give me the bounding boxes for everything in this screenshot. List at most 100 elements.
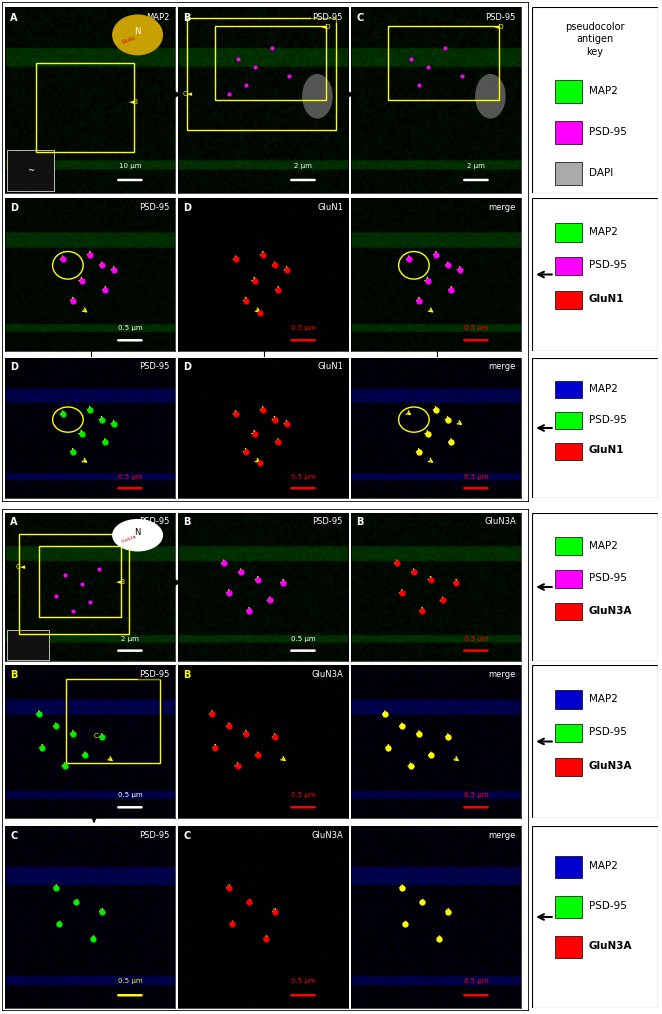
Text: A: A bbox=[10, 12, 18, 22]
Text: PSD-95: PSD-95 bbox=[312, 12, 343, 21]
Text: ◄B: ◄B bbox=[115, 579, 126, 585]
Bar bbox=[555, 757, 583, 776]
Text: MAP2: MAP2 bbox=[589, 384, 618, 393]
Text: PSD-95: PSD-95 bbox=[589, 573, 626, 583]
Text: N: N bbox=[134, 26, 141, 35]
Text: 2 μm: 2 μm bbox=[294, 163, 312, 168]
Text: PSD-95: PSD-95 bbox=[589, 415, 626, 425]
Text: MAP2: MAP2 bbox=[589, 694, 618, 704]
Text: merge: merge bbox=[489, 362, 516, 371]
Text: PSD-95: PSD-95 bbox=[312, 517, 343, 526]
Text: PSD-95: PSD-95 bbox=[589, 901, 626, 912]
Text: GluN3A: GluN3A bbox=[589, 760, 632, 771]
Text: B: B bbox=[7, 514, 19, 529]
Bar bbox=[555, 856, 583, 878]
Bar bbox=[39, 546, 120, 617]
Text: PSD-95: PSD-95 bbox=[589, 127, 626, 137]
Text: MAP2: MAP2 bbox=[589, 227, 618, 236]
Bar bbox=[555, 223, 583, 241]
Text: 0.5 μm: 0.5 μm bbox=[291, 474, 315, 480]
Text: MAP2: MAP2 bbox=[589, 86, 618, 95]
Text: B: B bbox=[356, 517, 363, 527]
Bar bbox=[7, 150, 54, 192]
Text: 0.5 μm: 0.5 μm bbox=[291, 325, 315, 332]
Ellipse shape bbox=[475, 74, 506, 119]
Bar bbox=[555, 80, 583, 102]
Text: A: A bbox=[10, 517, 18, 527]
Text: GluN3A: GluN3A bbox=[484, 517, 516, 526]
Ellipse shape bbox=[112, 14, 163, 56]
Text: C: C bbox=[183, 831, 191, 842]
Bar bbox=[555, 381, 583, 397]
Text: PSD-95: PSD-95 bbox=[140, 669, 170, 678]
Text: ◄B: ◄B bbox=[129, 98, 139, 104]
Text: merge: merge bbox=[489, 831, 516, 841]
Bar bbox=[555, 896, 583, 918]
Text: C◄: C◄ bbox=[183, 91, 193, 97]
Text: GluN1: GluN1 bbox=[317, 362, 343, 371]
Text: C◄: C◄ bbox=[15, 564, 25, 570]
Text: D: D bbox=[183, 203, 191, 213]
Ellipse shape bbox=[302, 74, 333, 119]
Bar bbox=[389, 25, 499, 100]
Text: 0.5 μm: 0.5 μm bbox=[463, 325, 489, 332]
Text: 0.5 μm: 0.5 μm bbox=[463, 979, 489, 985]
Text: 0.5 μm: 0.5 μm bbox=[118, 325, 142, 332]
Text: ◄D: ◄D bbox=[494, 24, 504, 30]
Text: C: C bbox=[356, 12, 363, 22]
Text: GluN1: GluN1 bbox=[589, 294, 624, 304]
Text: N: N bbox=[134, 527, 141, 536]
Text: 2 μm: 2 μm bbox=[121, 636, 139, 642]
Text: PSD-95: PSD-95 bbox=[140, 517, 170, 526]
Text: DAPI: DAPI bbox=[589, 167, 613, 177]
Text: 0.5 μm: 0.5 μm bbox=[118, 474, 142, 480]
Text: 0.5 μm: 0.5 μm bbox=[463, 636, 489, 642]
Text: B: B bbox=[183, 669, 191, 679]
Text: 0.5 μm: 0.5 μm bbox=[463, 792, 489, 798]
Text: ▶: ▶ bbox=[347, 89, 354, 99]
Text: ▶: ▶ bbox=[174, 89, 181, 99]
Text: D: D bbox=[10, 362, 18, 372]
Bar bbox=[19, 533, 129, 635]
Text: PSD-95: PSD-95 bbox=[485, 12, 516, 21]
Text: 0.5 μm: 0.5 μm bbox=[291, 636, 315, 642]
Text: MAP2: MAP2 bbox=[589, 540, 618, 551]
Text: ▶: ▶ bbox=[174, 577, 181, 587]
Ellipse shape bbox=[112, 519, 163, 552]
Text: B: B bbox=[183, 517, 191, 527]
Text: merge: merge bbox=[489, 669, 516, 678]
Text: MAP2: MAP2 bbox=[146, 12, 170, 21]
Bar bbox=[555, 291, 583, 309]
Text: 0.5 μm: 0.5 μm bbox=[463, 474, 489, 480]
Bar bbox=[555, 257, 583, 275]
Text: ~: ~ bbox=[27, 165, 34, 174]
Text: 10 μm: 10 μm bbox=[118, 163, 141, 168]
Bar bbox=[555, 122, 583, 144]
Text: D: D bbox=[183, 362, 191, 372]
Text: GluN3A: GluN3A bbox=[120, 534, 138, 544]
Bar bbox=[36, 63, 134, 152]
Text: GluN3A: GluN3A bbox=[589, 605, 632, 615]
Bar bbox=[187, 18, 336, 130]
Text: GluN1: GluN1 bbox=[589, 445, 624, 455]
Text: PSD-95: PSD-95 bbox=[140, 203, 170, 212]
Bar bbox=[555, 936, 583, 958]
Bar bbox=[7, 630, 49, 659]
Text: B: B bbox=[10, 669, 17, 679]
Text: PSD-95: PSD-95 bbox=[589, 727, 626, 737]
Text: 0.5 μm: 0.5 μm bbox=[118, 979, 142, 985]
Text: PSD-95: PSD-95 bbox=[140, 831, 170, 841]
Bar bbox=[66, 678, 160, 763]
Bar bbox=[555, 602, 583, 621]
Bar bbox=[555, 537, 583, 556]
Text: 0.5 μm: 0.5 μm bbox=[118, 792, 142, 798]
Text: 0.5 μm: 0.5 μm bbox=[291, 792, 315, 798]
Text: B: B bbox=[183, 12, 191, 22]
Text: merge: merge bbox=[489, 203, 516, 212]
Text: GluN3A: GluN3A bbox=[589, 941, 632, 951]
Text: PSD-95: PSD-95 bbox=[140, 362, 170, 371]
Bar bbox=[555, 443, 583, 459]
Bar bbox=[555, 162, 583, 185]
Text: 2 μm: 2 μm bbox=[467, 163, 485, 168]
Text: ◄D: ◄D bbox=[321, 24, 332, 30]
